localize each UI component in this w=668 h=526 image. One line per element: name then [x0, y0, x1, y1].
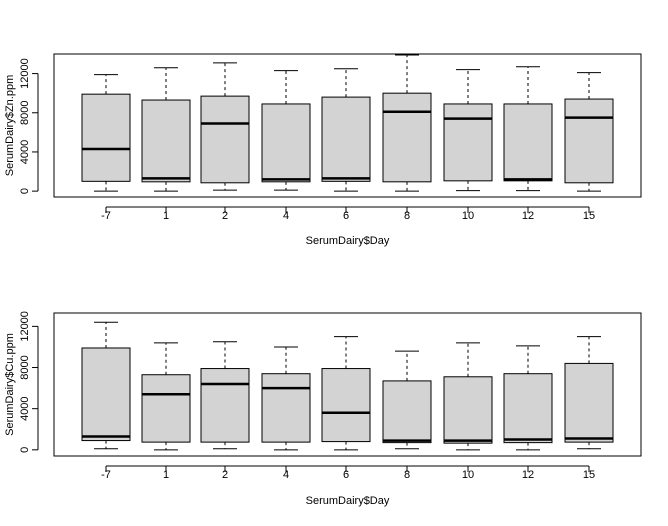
box-group [81, 321, 131, 450]
box-group [321, 336, 371, 451]
iqr-box [443, 103, 493, 182]
box-group [382, 54, 432, 192]
x-tick-label: 4 [283, 469, 289, 481]
iqr-box [141, 99, 191, 183]
x-tick-label: -7 [101, 210, 111, 222]
x-tick-label: 1 [163, 210, 169, 222]
box-group [261, 70, 311, 191]
x-axis-title: SerumDairy$Day [306, 495, 390, 507]
x-tick-label: 15 [583, 469, 595, 481]
iqr-box [503, 373, 553, 444]
y-tick-label: 8000 [19, 355, 31, 379]
box-group [81, 74, 131, 192]
x-tick-label: 12 [522, 210, 534, 222]
x-tick-label: 10 [462, 210, 474, 222]
iqr-box [200, 368, 250, 443]
y-tick-label: 4000 [19, 140, 31, 164]
x-tick-label: 10 [462, 469, 474, 481]
box-group [503, 345, 553, 451]
iqr-box [382, 92, 432, 183]
x-tick-label: 2 [222, 210, 228, 222]
iqr-box [321, 96, 371, 182]
box-group [564, 336, 614, 450]
y-tick-label: 8000 [19, 101, 31, 125]
x-axis-title: SerumDairy$Day [306, 235, 390, 247]
x-tick-label: 8 [404, 210, 410, 222]
box-group [382, 350, 432, 450]
y-tick-label: 0 [19, 188, 31, 194]
y-tick-label: 0 [19, 447, 31, 453]
iqr-box [564, 98, 614, 184]
box-group [141, 67, 191, 192]
x-tick-label: 12 [522, 469, 534, 481]
y-tick-label: 12000 [19, 58, 31, 89]
plot-frame [53, 53, 642, 198]
y-axis-title: SerumDairy$Cu.ppm [4, 333, 16, 436]
box-group [503, 66, 553, 192]
box-group [321, 68, 371, 192]
iqr-box [503, 103, 553, 182]
x-tick-label: 8 [404, 469, 410, 481]
box-group [200, 62, 250, 191]
iqr-box [261, 373, 311, 443]
x-tick-label: 15 [583, 210, 595, 222]
box-group [200, 341, 250, 450]
iqr-box [81, 93, 131, 182]
x-tick-label: 6 [343, 469, 349, 481]
iqr-box [141, 374, 191, 443]
iqr-box [443, 376, 493, 444]
x-tick-label: 6 [343, 210, 349, 222]
iqr-box [261, 103, 311, 183]
x-tick-label: 1 [163, 469, 169, 481]
plot-frame [53, 312, 642, 457]
iqr-box [382, 380, 432, 444]
y-tick-label: 12000 [19, 311, 31, 342]
y-axis-title: SerumDairy$Zn.ppm [4, 75, 16, 176]
iqr-box [200, 95, 250, 184]
box-group [564, 72, 614, 192]
box-group [141, 342, 191, 451]
iqr-box [321, 368, 371, 443]
iqr-box [81, 347, 131, 442]
x-tick-label: -7 [101, 469, 111, 481]
box-group [443, 342, 493, 451]
box-group [443, 69, 493, 192]
box-group [261, 346, 311, 451]
y-tick-label: 4000 [19, 396, 31, 420]
iqr-box [564, 362, 614, 443]
x-tick-label: 4 [283, 210, 289, 222]
x-tick-label: 2 [222, 469, 228, 481]
